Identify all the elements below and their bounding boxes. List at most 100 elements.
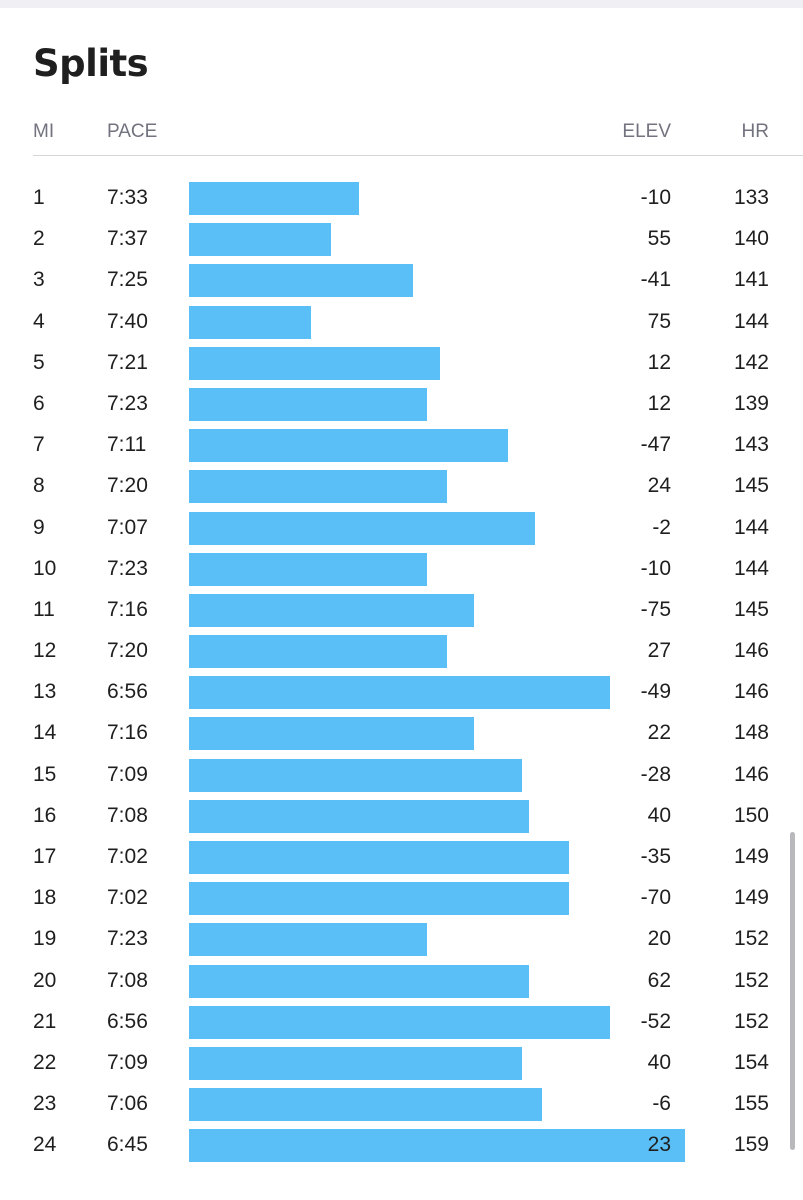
- split-pace: 7:11: [107, 433, 147, 457]
- split-elevation: -10: [640, 556, 671, 580]
- split-heart-rate: 146: [733, 680, 769, 704]
- split-elevation: 40: [647, 803, 671, 827]
- split-mile: 3: [33, 268, 45, 292]
- split-row: 11 7:16 -75 145: [0, 589, 803, 630]
- split-pace: 6:56: [107, 1009, 148, 1033]
- split-pace-bar: [189, 923, 427, 957]
- column-header-mi: MI: [33, 121, 55, 142]
- split-elevation: -49: [640, 680, 671, 704]
- split-heart-rate: 152: [733, 968, 769, 992]
- split-row: 22 7:09 40 154: [0, 1042, 803, 1083]
- split-mile: 21: [33, 1009, 57, 1033]
- split-row: 4 7:40 75 144: [0, 301, 803, 342]
- split-heart-rate: 146: [733, 762, 769, 786]
- split-elevation: -52: [640, 1009, 671, 1033]
- split-elevation: -2: [652, 515, 671, 539]
- split-row: 7 7:11 -47 143: [0, 424, 803, 465]
- split-elevation: -47: [640, 433, 671, 457]
- split-heart-rate: 148: [733, 721, 769, 745]
- split-heart-rate: 145: [733, 474, 769, 498]
- split-pace-bar: [189, 1005, 610, 1039]
- split-row: 8 7:20 24 145: [0, 465, 803, 506]
- split-pace: 7:08: [107, 803, 148, 827]
- split-heart-rate: 150: [733, 803, 769, 827]
- splits-table-body: 1 7:33 -10 133 2 7:37 55 140 3 7:25 -41 141 4 7:40 75 1…: [0, 177, 803, 1166]
- split-pace-bar: [189, 841, 569, 874]
- split-row: 10 7:23 -10 144: [0, 548, 803, 589]
- split-row: 21 6:56 -52 152: [0, 1001, 803, 1042]
- split-row: 20 7:08 62 152: [0, 960, 803, 1001]
- split-row: 2 7:37 55 140: [0, 218, 803, 259]
- split-mile: 13: [33, 680, 57, 704]
- split-elevation: 27: [647, 639, 671, 663]
- split-pace: 7:06: [107, 1092, 148, 1116]
- split-pace: 7:33: [107, 186, 148, 209]
- split-elevation: -28: [640, 762, 671, 786]
- page-title: Splits: [33, 42, 149, 85]
- split-mile: 12: [33, 639, 57, 663]
- splits-table-header: MI PACE ELEV HR: [0, 118, 803, 146]
- split-mile: 11: [33, 597, 55, 621]
- split-mile: 10: [33, 556, 57, 580]
- split-row: 5 7:21 12 142: [0, 342, 803, 383]
- split-heart-rate: 149: [733, 886, 769, 910]
- split-mile: 9: [33, 515, 45, 539]
- split-pace-bar: [189, 470, 447, 504]
- split-pace-bar: [189, 964, 529, 998]
- split-heart-rate: 133: [733, 186, 769, 209]
- split-pace-bar: [189, 223, 331, 257]
- split-row: 23 7:06 -6 155: [0, 1083, 803, 1124]
- column-header-pace: PACE: [107, 121, 158, 142]
- split-heart-rate: 152: [733, 927, 769, 951]
- split-elevation: -6: [652, 1092, 671, 1116]
- split-heart-rate: 159: [733, 1133, 769, 1157]
- split-elevation: 55: [647, 227, 671, 251]
- split-heart-rate: 154: [733, 1050, 769, 1074]
- split-heart-rate: 144: [733, 515, 769, 539]
- split-pace: 7:21: [107, 350, 148, 374]
- split-row: 16 7:08 40 150: [0, 795, 803, 836]
- split-pace: 6:56: [107, 680, 148, 704]
- split-pace: 7:02: [107, 845, 148, 868]
- split-mile: 22: [33, 1050, 57, 1074]
- split-pace: 7:23: [107, 391, 148, 415]
- header-divider: [33, 155, 803, 156]
- split-heart-rate: 141: [733, 268, 769, 292]
- split-row: 14 7:16 22 148: [0, 712, 803, 753]
- split-row: 18 7:02 -70 149: [0, 877, 803, 918]
- split-heart-rate: 144: [733, 556, 769, 580]
- split-row: 24 6:45 23 159: [0, 1124, 803, 1165]
- split-pace-bar: [189, 511, 535, 545]
- split-mile: 17: [33, 845, 57, 868]
- split-pace-bar: [189, 182, 359, 215]
- split-heart-rate: 140: [733, 227, 769, 251]
- split-heart-rate: 139: [733, 391, 769, 415]
- split-pace-bar: [189, 346, 440, 380]
- split-row: 3 7:25 -41 141: [0, 259, 803, 300]
- split-pace: 7:40: [107, 309, 148, 333]
- split-mile: 6: [33, 391, 45, 415]
- split-pace-bar: [189, 387, 427, 421]
- split-pace: 7:20: [107, 639, 148, 663]
- split-pace: 7:23: [107, 556, 148, 580]
- split-pace: 7:25: [107, 268, 148, 292]
- split-mile: 1: [33, 186, 45, 209]
- column-header-elev: ELEV: [622, 121, 671, 142]
- split-pace: 7:02: [107, 886, 148, 910]
- split-row: 15 7:09 -28 146: [0, 754, 803, 795]
- split-mile: 19: [33, 927, 57, 951]
- split-heart-rate: 143: [733, 433, 769, 457]
- split-pace: 7:23: [107, 927, 148, 951]
- split-heart-rate: 144: [733, 309, 769, 333]
- split-elevation: -41: [640, 268, 671, 292]
- split-pace-bar: [189, 1046, 522, 1080]
- split-mile: 24: [33, 1133, 57, 1157]
- split-elevation: 12: [647, 391, 671, 415]
- split-elevation: 40: [647, 1050, 671, 1074]
- split-pace-bar: [189, 799, 529, 833]
- split-row: 17 7:02 -35 149: [0, 836, 803, 877]
- scrollbar[interactable]: [790, 832, 795, 1150]
- split-elevation: 20: [647, 927, 671, 951]
- split-elevation: -70: [640, 886, 671, 910]
- split-heart-rate: 149: [733, 845, 769, 868]
